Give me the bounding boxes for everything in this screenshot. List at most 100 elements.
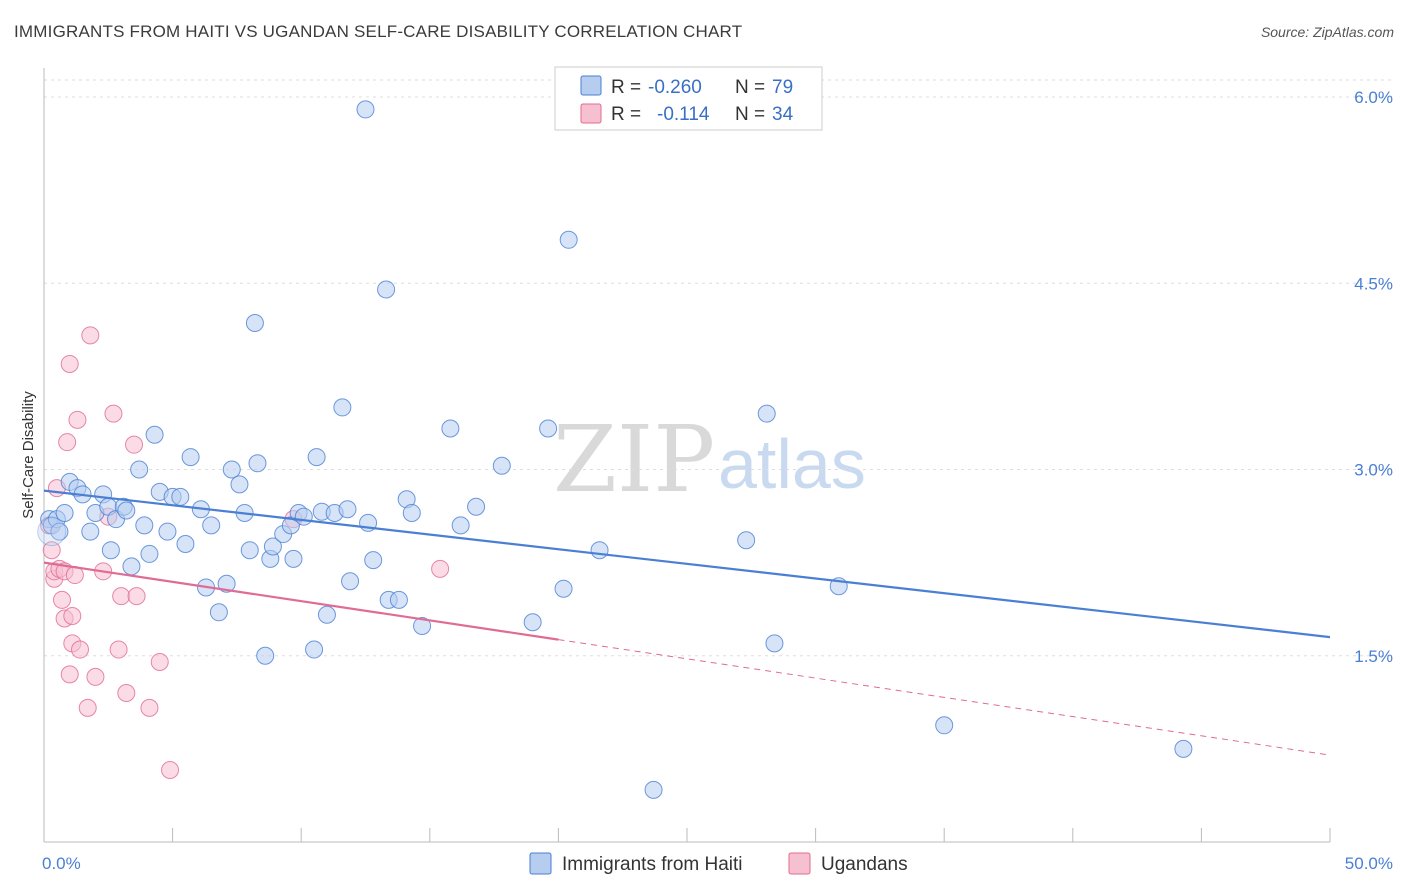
- ugandan-trend-line: [43, 561, 559, 641]
- chart-title: IMMIGRANTS FROM HAITI VS UGANDAN SELF-CA…: [14, 22, 743, 41]
- haiti-point: [284, 549, 303, 568]
- haiti-trend-line: [43, 489, 1331, 639]
- haiti-point: [222, 460, 241, 479]
- ugandan-point: [71, 640, 90, 659]
- ugandan-trend-extension: [558, 639, 1331, 756]
- ugandan-point: [150, 652, 169, 671]
- haiti-point: [176, 535, 195, 553]
- ugandan-point: [125, 435, 144, 454]
- ugandan-point: [117, 684, 136, 702]
- haiti-point: [81, 522, 100, 541]
- haiti-point: [245, 313, 264, 332]
- y-tick-label: 3.0%: [1354, 461, 1393, 480]
- haiti-point: [209, 603, 228, 622]
- ugandan-point: [42, 541, 61, 560]
- y-tick-label: 1.5%: [1354, 647, 1393, 666]
- ugandan-point: [112, 587, 131, 606]
- haiti-point: [413, 616, 432, 635]
- haiti-point: [122, 557, 141, 576]
- legend-swatch-ugandans: [580, 103, 602, 124]
- haiti-point: [364, 551, 383, 570]
- ugandan-point: [109, 640, 128, 659]
- haiti-point: [338, 500, 357, 519]
- ugandan-point: [86, 667, 105, 686]
- haiti-point: [644, 780, 663, 799]
- haiti-point: [248, 454, 267, 473]
- ugandan-point: [53, 590, 72, 609]
- haiti-point: [101, 541, 120, 560]
- ugandan-point: [78, 698, 97, 717]
- haiti-point: [1174, 739, 1193, 758]
- bottom-legend-swatch-haiti: [529, 852, 552, 875]
- haiti-point: [50, 522, 69, 541]
- haiti-point: [539, 419, 558, 438]
- haiti-point: [389, 590, 408, 609]
- ugandan-point: [127, 587, 146, 606]
- haiti-point: [230, 475, 249, 494]
- haiti-point: [145, 425, 164, 444]
- haiti-point: [202, 516, 221, 535]
- haiti-point: [117, 501, 136, 520]
- haiti-point: [217, 574, 236, 593]
- haiti-point: [55, 503, 74, 522]
- y-axis-label: Self-Care Disability: [20, 391, 37, 519]
- legend-n-label-haiti: N =: [735, 77, 765, 98]
- y-tick-labels: 1.5% 3.0% 4.5% 6.0%: [1354, 88, 1393, 666]
- haiti-point: [737, 531, 756, 550]
- legend-r-value-ugandans: -0.114: [657, 104, 710, 125]
- ugandan-point: [161, 760, 180, 779]
- x-tick-label-min: 0.0%: [42, 854, 81, 873]
- haiti-point: [935, 716, 954, 735]
- haiti-point: [333, 398, 352, 417]
- ugandan-point: [140, 698, 159, 717]
- legend-n-label-ugandans: N =: [735, 104, 765, 125]
- haiti-point: [130, 460, 149, 479]
- haiti-point: [305, 640, 324, 659]
- x-tick-label-max: 50.0%: [1345, 854, 1393, 873]
- stats-legend: R = -0.260 N = 79 R = -0.114 N = 34: [554, 66, 823, 131]
- ugandan-point: [431, 559, 450, 578]
- haiti-point: [307, 448, 326, 467]
- haiti-point: [554, 579, 573, 598]
- haiti-point: [356, 100, 375, 119]
- x-tick-marks: [43, 828, 1331, 842]
- legend-n-value-haiti: 79: [772, 77, 793, 98]
- haiti-point: [441, 419, 460, 438]
- haiti-point: [341, 572, 360, 591]
- y-tick-label: 4.5%: [1354, 274, 1393, 293]
- haiti-point: [402, 503, 421, 522]
- haiti-point: [135, 516, 154, 535]
- haiti-point: [37, 517, 67, 547]
- series-legend: Immigrants from Haiti Ugandans: [529, 852, 908, 875]
- haiti-point: [492, 456, 511, 475]
- chart-source: Source: ZipAtlas.com: [1260, 24, 1394, 40]
- bottom-legend-swatch-ugandans: [788, 852, 811, 875]
- legend-r-label-ugandans: R =: [611, 104, 641, 125]
- haiti-point: [263, 537, 282, 556]
- haiti-point: [377, 280, 396, 299]
- haiti-point: [158, 522, 177, 541]
- y-tick-label: 6.0%: [1354, 88, 1393, 107]
- ugandan-point: [81, 326, 100, 345]
- legend-swatch-haiti: [580, 75, 602, 96]
- haiti-point: [559, 230, 578, 249]
- haiti-point: [590, 541, 609, 560]
- haiti-point: [757, 404, 776, 423]
- ugandan-point: [104, 404, 123, 423]
- watermark-zip: ZIP: [553, 406, 715, 513]
- haiti-point: [181, 448, 200, 467]
- watermark-atlas: atlas: [718, 425, 866, 503]
- ugandan-point: [60, 665, 79, 684]
- trend-lines: [43, 489, 1331, 756]
- haiti-point: [240, 541, 259, 560]
- ugandan-point: [58, 433, 77, 452]
- ugandan-point: [68, 410, 87, 429]
- haiti-point: [765, 634, 784, 653]
- legend-n-value-ugandans: 34: [772, 104, 794, 125]
- haiti-point: [140, 544, 159, 563]
- ugandan-point: [60, 354, 79, 373]
- bottom-legend-label-ugandans: Ugandans: [821, 854, 908, 875]
- series-immigrants-from-haiti: [37, 100, 1193, 799]
- haiti-point: [171, 487, 190, 506]
